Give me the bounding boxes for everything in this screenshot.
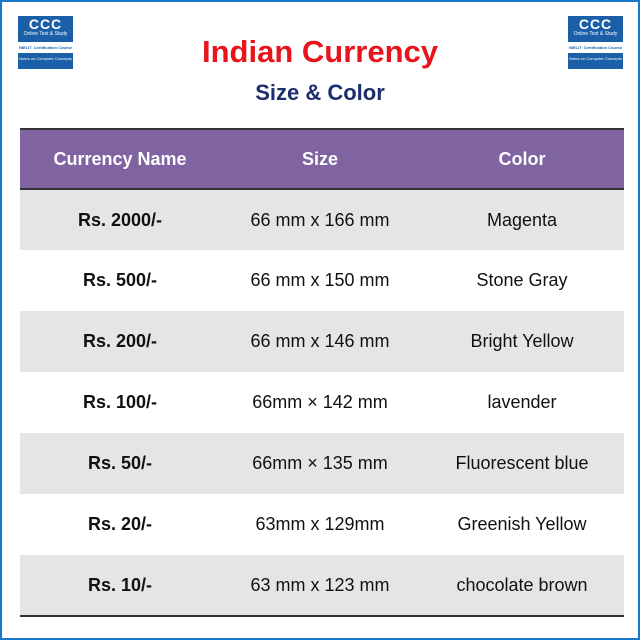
color-cell: chocolate brown [420,555,624,616]
size-cell: 63 mm x 123 mm [220,555,420,616]
color-cell: Stone Gray [476,270,568,290]
currency-name-cell: Rs. 50/- [20,433,220,494]
size-cell: 66 mm x 150 mm [250,270,390,290]
page-subtitle: Size & Color [255,80,385,105]
logo-title: CCC [578,16,613,32]
logo-title: CCC [28,16,63,32]
logo-footer: Notes on Computer Concepts [18,53,73,69]
size-cell: 66 mm x 166 mm [220,189,420,250]
currency-name-cell: Rs. 2000/- [20,189,220,250]
size-cell: 66mm × 135 mm [220,433,420,494]
table-row: Rs. 200/- 66 mm x 146 mm Bright Yellow [20,311,624,372]
currency-name-cell: Rs. 200/- [20,311,220,372]
logo-subtitle: Online Test & Study [573,31,618,37]
color-cell: Magenta [420,189,624,250]
color-cell: lavender [487,392,557,412]
currency-name-cell: Rs. 10/- [20,555,220,616]
ccc-logo-right: CCC Online Test & Study NIELIT Certificati… [568,16,623,71]
table-row: Rs. 500/- 66 mm x 150 mm Stone Gray [20,250,624,311]
size-cell: 63mm x 129mm [255,514,385,534]
table-row: Rs. 2000/- 66 mm x 166 mm Magenta [20,189,624,250]
logo-badge-text: Certification Course [583,45,622,50]
color-cell: Fluorescent blue [420,433,624,494]
currency-table: Currency Name Size Color Rs. 2000/- 66 mm… [20,128,624,617]
logo-badge: NIELIT [569,45,582,50]
color-cell: Bright Yellow [420,311,624,372]
table-row: Rs. 100/- 66mm × 142 mm lavender [20,372,624,433]
currency-name-cell: Rs. 500/- [82,270,158,290]
table-row: Rs. 10/- 63 mm x 123 mm chocolate brown [20,555,624,616]
size-cell: 66 mm x 146 mm [220,311,420,372]
table-header: Currency Name Size Color [20,129,624,190]
ccc-logo-left: CCC Online Test & Study NIELIT Certificati… [18,16,73,71]
currency-name-cell: Rs. 20/- [87,514,153,534]
color-cell: Greenish Yellow [457,514,587,534]
currency-name-cell: Rs. 100/- [82,392,158,412]
page-title: Indian Currency [202,34,438,69]
logo-badge: NIELIT [19,45,32,50]
logo-subtitle: Online Test & Study [23,31,68,37]
column-header-size: Size [220,129,420,190]
column-header-name: Currency Name [20,129,220,190]
logo-footer: Notes on Computer Concepts [568,53,623,69]
size-cell: 66mm × 142 mm [252,392,388,412]
logo-badge-text: Certification Course [33,45,72,50]
table-row: Rs. 50/- 66mm × 135 mm Fluorescent blue [20,433,624,494]
column-header-color: Color [420,129,624,190]
table-row: Rs. 20/- 63mm x 129mm Greenish Yellow [20,494,624,555]
